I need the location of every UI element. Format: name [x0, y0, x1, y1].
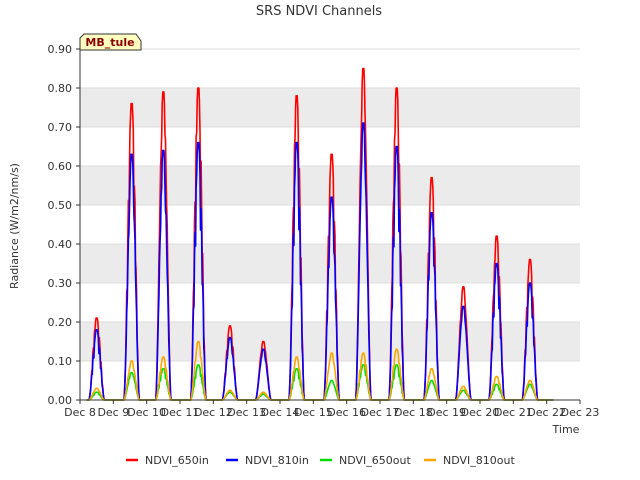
axes-layer	[79, 49, 580, 401]
legend-label: NDVI_650out	[339, 454, 411, 467]
y-axis-ticks: 0.00 0.10 0.20 0.30 0.40 0.50 0.60 0.70 0.80 0.90	[48, 43, 80, 407]
legend-label: NDVI_810in	[245, 454, 309, 467]
badge: MB_tule	[79, 33, 142, 51]
y-tick-label: 0.40	[48, 238, 73, 251]
x-tick-label: Dec 17	[361, 406, 400, 419]
x-tick-label: Dec 15	[294, 406, 333, 419]
x-tick-label: Dec 8	[64, 406, 96, 419]
x-tick-label: Dec 19	[427, 406, 466, 419]
y-tick-label: 0.30	[48, 277, 73, 290]
x-tick-label: Dec 9	[97, 406, 129, 419]
y-tick-label: 0.80	[48, 82, 73, 95]
y-tick-label: 0.00	[48, 394, 73, 407]
x-axis-title: Time	[552, 423, 580, 436]
legend-label: NDVI_810out	[443, 454, 515, 467]
x-tick-label: Dec 14	[261, 406, 300, 419]
y-tick-label: 0.20	[48, 316, 73, 329]
x-tick-label: Dec 18	[394, 406, 433, 419]
x-tick-label: Dec 16	[327, 406, 366, 419]
x-tick-label: Dec 11	[161, 406, 200, 419]
x-tick-label: Dec 23	[561, 406, 600, 419]
y-tick-label: 0.70	[48, 121, 73, 134]
x-tick-label: Dec 10	[127, 406, 166, 419]
legend: NDVI_650in NDVI_810in NDVI_650out NDVI_810o…	[126, 454, 515, 467]
chart-title: SRS NDVI Channels	[256, 4, 382, 19]
x-tick-label: Dec 12	[194, 406, 233, 419]
x-tick-label: Dec 13	[227, 406, 266, 419]
x-tick-label: Dec 21	[494, 406, 533, 419]
badge-box	[79, 33, 142, 51]
y-tick-label: 0.90	[48, 43, 73, 56]
y-tick-label: 0.50	[48, 199, 73, 212]
plot-band	[80, 88, 580, 127]
badge-label: MB_tule	[85, 36, 134, 49]
legend-label: NDVI_650in	[145, 454, 209, 467]
y-tick-label: 0.10	[48, 355, 73, 368]
y-axis-title: Radiance (W/m2/nm/s)	[8, 163, 21, 289]
y-tick-label: 0.60	[48, 160, 73, 173]
x-tick-label: Dec 20	[461, 406, 500, 419]
x-tick-label: Dec 22	[527, 406, 566, 419]
